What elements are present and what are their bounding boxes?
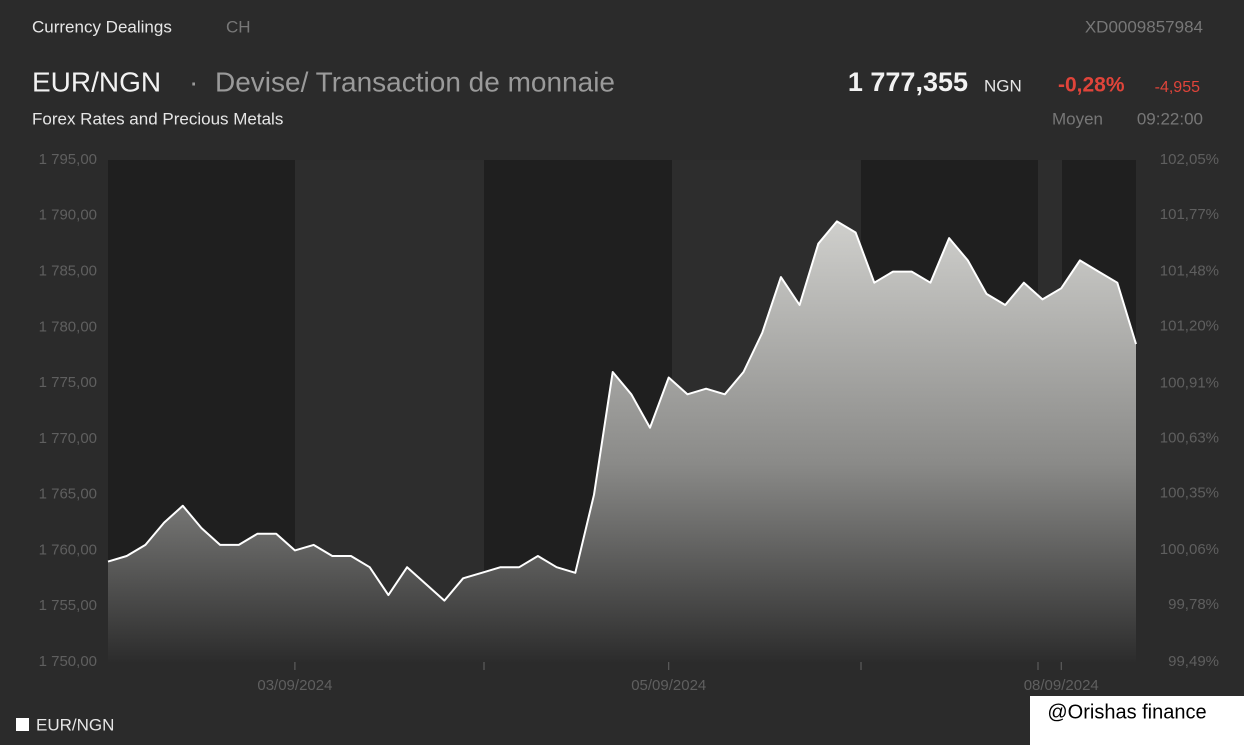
watermark-box — [1030, 696, 1244, 745]
y-tick-label: 1 775,00 — [39, 374, 97, 391]
line — [107, 220, 1137, 602]
source: Currency Dealings — [32, 17, 172, 36]
country: CH — [226, 17, 251, 36]
change-abs: -4,955 — [1155, 79, 1200, 96]
x-tick-label: 03/09/2024 — [257, 677, 332, 694]
y-tick-label: 1 795,00 — [39, 151, 97, 168]
y-tick-label: 1 765,00 — [39, 486, 97, 503]
y2-tick-label: 100,91% — [1160, 375, 1219, 392]
y2-tick-label: 100,63% — [1160, 429, 1219, 446]
separator: · — [189, 66, 198, 97]
instrument-name: Devise/ Transaction de monnaie — [215, 66, 615, 97]
x-tick-label: 08/09/2024 — [1024, 677, 1099, 694]
market: Forex Rates and Precious Metals — [32, 109, 283, 128]
y2-tick-label: 99,78% — [1168, 596, 1219, 613]
watermark: @Orishas finance — [1047, 701, 1206, 723]
symbol: EUR/NGN — [32, 66, 161, 97]
y-tick-label: 1 760,00 — [39, 541, 97, 558]
y-tick-label: 1 785,00 — [39, 263, 97, 280]
price-type: Moyen — [1052, 109, 1103, 128]
currency: NGN — [984, 76, 1022, 95]
y2-tick-label: 101,48% — [1160, 263, 1219, 280]
plot — [107, 220, 1137, 662]
y-tick-label: 1 750,00 — [39, 653, 97, 670]
y2-tick-label: 101,77% — [1160, 206, 1219, 223]
y2-tick-label: 100,06% — [1160, 541, 1219, 558]
y-tick-label: 1 780,00 — [39, 318, 97, 335]
isin: XD0009857984 — [1085, 17, 1203, 36]
y2-tick-label: 100,35% — [1160, 484, 1219, 501]
y-tick-label: 1 770,00 — [39, 430, 97, 447]
y2-tick-label: 101,20% — [1160, 318, 1219, 335]
legend-swatch — [16, 718, 29, 731]
y-tick-label: 1 790,00 — [39, 207, 97, 224]
x-tick-label: 05/09/2024 — [631, 677, 706, 694]
area — [108, 221, 1136, 662]
price: 1 777,355 — [848, 67, 968, 97]
y2-tick-label: 102,05% — [1160, 151, 1219, 168]
time: 09:22:00 — [1137, 109, 1203, 128]
legend-label: EUR/NGN — [36, 715, 114, 734]
change-pct: -0,28% — [1058, 74, 1125, 97]
minor-ticks — [483, 662, 1039, 670]
y2-tick-label: 99,49% — [1168, 653, 1219, 670]
y-tick-label: 1 755,00 — [39, 597, 97, 614]
